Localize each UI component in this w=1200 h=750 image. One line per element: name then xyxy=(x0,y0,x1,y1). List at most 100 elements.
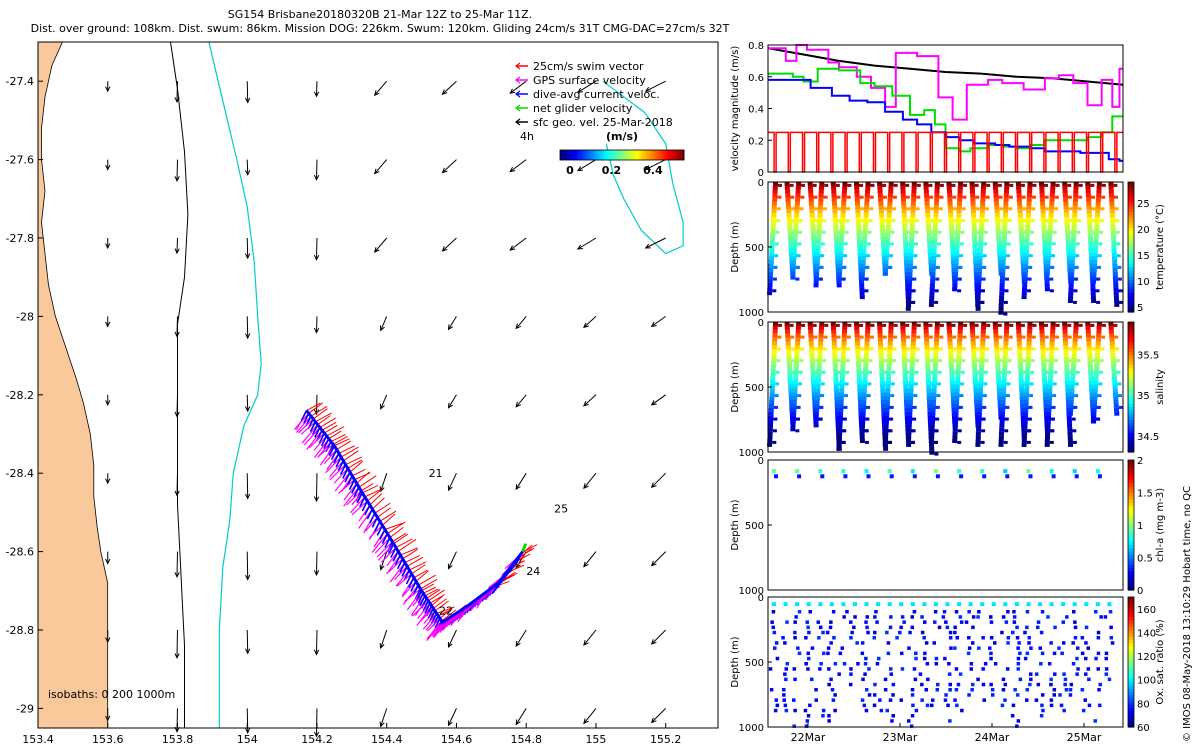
profile-sample xyxy=(864,193,870,198)
profile-sample xyxy=(889,667,893,671)
profile-sample xyxy=(1053,370,1058,374)
profile-sample xyxy=(872,703,877,708)
profile-sample xyxy=(821,630,825,635)
profile-sample xyxy=(1040,205,1046,210)
profile-sample xyxy=(813,423,819,428)
geo-arrow-shaft xyxy=(315,159,318,180)
profile-sample xyxy=(1032,323,1037,327)
profile-sample xyxy=(1030,370,1035,374)
profile-sample xyxy=(912,667,917,671)
profile-sample xyxy=(842,429,847,433)
profile-sample xyxy=(909,364,915,369)
profile-sample xyxy=(979,224,985,229)
profile-sample xyxy=(1073,636,1078,640)
profile-sample xyxy=(978,368,984,373)
profile-sample xyxy=(1099,359,1104,363)
profile-sample xyxy=(1073,289,1078,293)
swim-vector xyxy=(404,555,420,564)
profile-sample xyxy=(821,708,826,713)
profile-sample xyxy=(863,213,869,218)
profile-sample xyxy=(1091,415,1097,420)
profile-sample xyxy=(883,207,888,211)
profile-sample xyxy=(844,394,848,398)
profile-sample xyxy=(858,400,863,404)
profile-sample xyxy=(957,201,962,206)
profile-sample xyxy=(1048,368,1054,373)
profile-sample xyxy=(880,388,886,393)
profile-sample xyxy=(831,329,837,334)
profile-sample xyxy=(1096,417,1101,421)
velocity-series xyxy=(768,67,1123,153)
profile-sample xyxy=(820,474,825,479)
colorbar-cell xyxy=(655,150,658,160)
profile-sample xyxy=(975,335,980,339)
profile-sample xyxy=(885,392,891,397)
profile-sample xyxy=(849,667,853,671)
gps-surface-velocity-vector xyxy=(297,418,314,434)
profile-sample xyxy=(893,183,898,187)
profile-sample xyxy=(1091,207,1096,211)
profile-sample xyxy=(1111,252,1117,257)
profile-sample xyxy=(795,602,800,607)
colorbar-cell xyxy=(1128,237,1134,242)
profile-sample xyxy=(899,698,903,702)
profile-sample xyxy=(1101,195,1106,199)
profile-sample xyxy=(1083,698,1087,702)
geo-arrow-head xyxy=(583,322,589,329)
geo-arrow-head xyxy=(583,483,589,490)
dive-avg-current-vector xyxy=(396,558,404,570)
profile-sample xyxy=(865,329,871,334)
profile-sample xyxy=(866,474,871,479)
profile-sample xyxy=(811,240,817,245)
profile-sample xyxy=(1065,384,1071,389)
profile-sample xyxy=(923,322,929,326)
profile-sample xyxy=(1086,646,1090,650)
profile-sample xyxy=(1052,651,1057,656)
profile-sample xyxy=(792,396,798,401)
profile-sample xyxy=(860,267,866,272)
profile-sample xyxy=(976,415,982,420)
geo-arrow-head xyxy=(313,174,320,181)
profile-sample xyxy=(1063,205,1069,210)
geo-arrow-shaft xyxy=(315,708,318,737)
profile-sample xyxy=(945,625,950,630)
profile-sample xyxy=(842,322,848,326)
profile-sample xyxy=(775,656,780,661)
profile-sample xyxy=(860,423,865,428)
profile-sample xyxy=(865,189,870,194)
profile-sample xyxy=(963,323,968,327)
profile-sample xyxy=(1073,329,1079,334)
profile-sample xyxy=(932,224,938,229)
profile-sample xyxy=(863,672,867,676)
profile-sample xyxy=(973,267,979,272)
profile-sample xyxy=(1007,370,1012,374)
profile-sample xyxy=(1085,182,1091,186)
profile-sample xyxy=(1075,370,1080,374)
profile-sample xyxy=(1011,630,1015,635)
geo-arrow-shaft xyxy=(380,473,388,492)
colorbar-cell xyxy=(1128,198,1134,203)
colorbar-tick-label: 2 xyxy=(1137,456,1143,467)
profile-sample xyxy=(840,372,845,377)
profile-sample xyxy=(839,376,845,381)
profile-sample xyxy=(1043,403,1049,408)
geo-arrow-shaft xyxy=(577,159,597,172)
profile-sample xyxy=(792,667,797,671)
profile-sample xyxy=(930,403,936,408)
profile-sample xyxy=(974,403,980,408)
profile-sample xyxy=(807,182,813,186)
profile-sample xyxy=(968,602,973,607)
profile-sample xyxy=(891,693,895,697)
profile-sample xyxy=(888,189,894,194)
profile-sample xyxy=(997,252,1003,257)
geo-arrow-head xyxy=(105,86,111,93)
profile-sample xyxy=(1018,372,1024,377)
profile-sample xyxy=(902,620,906,624)
profile-sample xyxy=(901,345,907,350)
swim-vector xyxy=(411,564,426,575)
profile-sample xyxy=(883,439,888,443)
x-tick-label: 23Mar xyxy=(883,731,918,744)
profile-sample xyxy=(868,370,872,374)
profile-sample xyxy=(857,380,862,385)
